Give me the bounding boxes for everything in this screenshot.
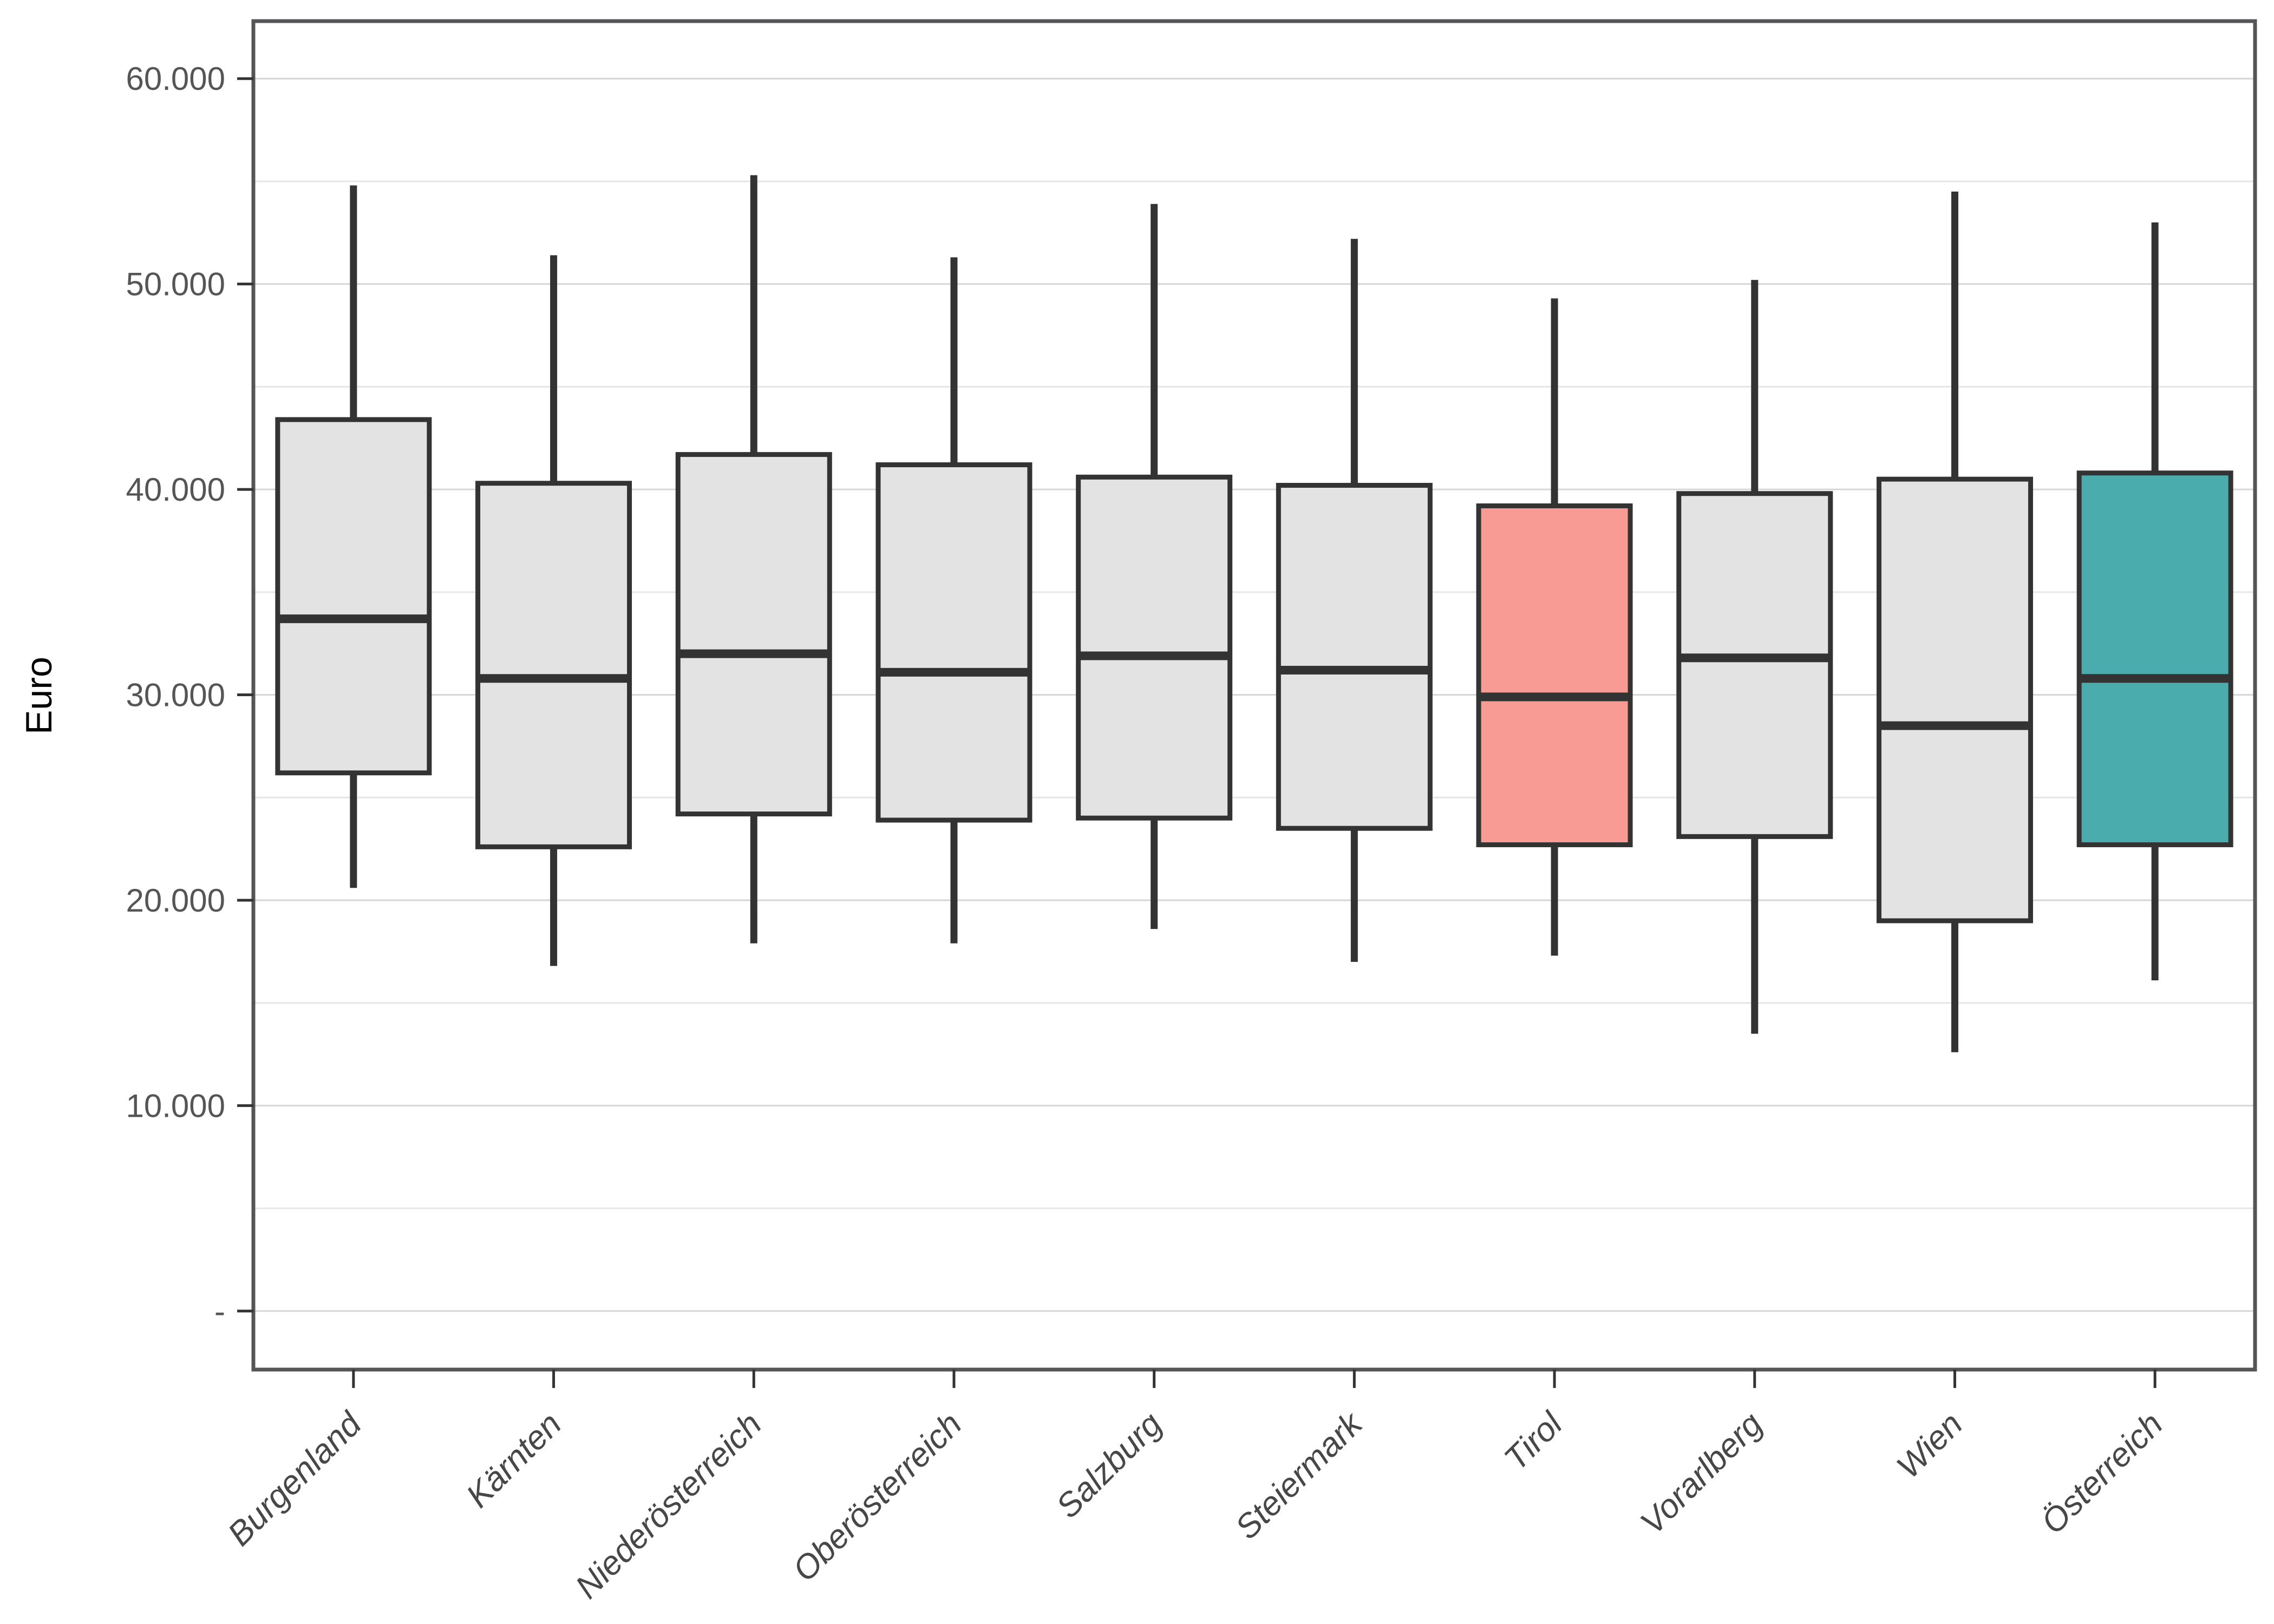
y-tick-label-20000: 20.000 [126,882,225,919]
x-axis-label-wien: Wien [1890,1405,1970,1485]
y-tick-label-30000: 30.000 [126,677,225,713]
x-axis-label-niederosterreich: Niederösterreich [568,1405,769,1606]
axes-layer: - 10.000 20.000 30.000 40.000 50.000 60.000 Bur… [126,61,2170,1606]
boxplot-wien [1876,191,2033,1052]
x-axis-label-oberosterreich: Oberösterreich [786,1405,969,1589]
x-axis-label-salzburg: Salzburg [1049,1405,1169,1525]
boxplot-burgenland [275,185,432,888]
box-rect [1076,474,1233,821]
boxplot-salzburg [1076,204,1233,929]
x-axis-label-burgenland: Burgenland [221,1404,370,1553]
y-tick-label-10000: 10.000 [126,1088,225,1124]
boxplot-tirol [1476,298,1633,956]
boxplot-steiermark [1276,239,1433,962]
box-rect [475,481,632,849]
y-tick-label-40000: 40.000 [126,472,225,508]
x-axis-label-steiermark: Steiermark [1229,1404,1371,1547]
boxplot-karnten [475,255,632,966]
box-rect [1476,503,1633,848]
boxplot-oberosterreich [875,257,1033,944]
box-rect [875,462,1033,823]
x-axis-label-karnten: Kärnten [459,1405,568,1515]
y-axis-title: Euro [18,657,60,735]
box-rect [1676,491,1833,839]
boxplot-niederosterreich [675,175,832,944]
y-tick-label-0: - [214,1293,225,1330]
box-rect [1876,476,2033,924]
y-tick-label-50000: 50.000 [126,266,225,303]
boxplot-vorarlberg [1676,280,1833,1034]
boxes-layer [275,175,2233,1052]
box-rect [675,452,832,817]
x-axis-label-vorarlberg: Vorarlberg [1633,1405,1770,1542]
x-axis-label-tirol: Tirol [1497,1405,1570,1478]
box-rect [2076,470,2233,848]
boxplot-osterreich [2076,222,2233,980]
y-tick-label-60000: 60.000 [126,61,225,97]
box-rect [275,417,432,776]
box-rect [1276,483,1433,831]
x-axis-label-osterreich: Österreich [2034,1405,2170,1541]
